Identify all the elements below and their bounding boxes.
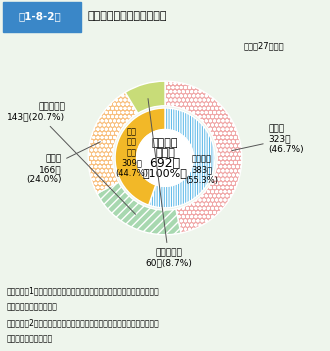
Text: 総件数: 総件数	[155, 147, 175, 158]
Text: （100%）: （100%）	[143, 168, 187, 178]
Text: （平成27年中）: （平成27年中）	[244, 41, 284, 50]
Text: （備考）　1　「都市ガス、液化石油ガス及び毒劇物等による事故状況」: （備考） 1 「都市ガス、液化石油ガス及び毒劇物等による事故状況」	[7, 286, 159, 296]
Text: 漏えい
323件
(46.7%): 漏えい 323件 (46.7%)	[232, 124, 304, 154]
Text: ガス事故の態様別発生件数: ガス事故の態様別発生件数	[87, 11, 167, 21]
Text: 第1-8-2図: 第1-8-2図	[19, 11, 62, 21]
FancyBboxPatch shape	[3, 2, 81, 32]
Wedge shape	[88, 92, 138, 193]
Circle shape	[137, 130, 193, 186]
Text: ガス事故: ガス事故	[152, 138, 178, 147]
Text: 692件: 692件	[149, 157, 181, 170]
Wedge shape	[149, 108, 215, 208]
Text: 都市ガス
383件
(55.3%): 都市ガス 383件 (55.3%)	[185, 155, 218, 185]
Text: により作成: により作成	[7, 303, 57, 312]
Wedge shape	[97, 182, 181, 235]
Wedge shape	[125, 81, 165, 113]
Text: 2　小数点第二位を四捨五入のため、合計等が一致しない場合: 2 小数点第二位を四捨五入のため、合計等が一致しない場合	[7, 319, 159, 328]
Text: 液化
石油
ガス
309件
(44.7%): 液化 石油 ガス 309件 (44.7%)	[115, 127, 148, 178]
Text: がある。: がある。	[7, 335, 53, 344]
Wedge shape	[115, 108, 165, 205]
Text: 爆発・火災
143件(20.7%): 爆発・火災 143件(20.7%)	[7, 102, 136, 214]
Text: 爆発・火災
60件(8.7%): 爆発・火災 60件(8.7%)	[146, 99, 192, 267]
Text: 漏えい
166件
(24.0%): 漏えい 166件 (24.0%)	[26, 142, 100, 184]
Wedge shape	[165, 81, 242, 233]
